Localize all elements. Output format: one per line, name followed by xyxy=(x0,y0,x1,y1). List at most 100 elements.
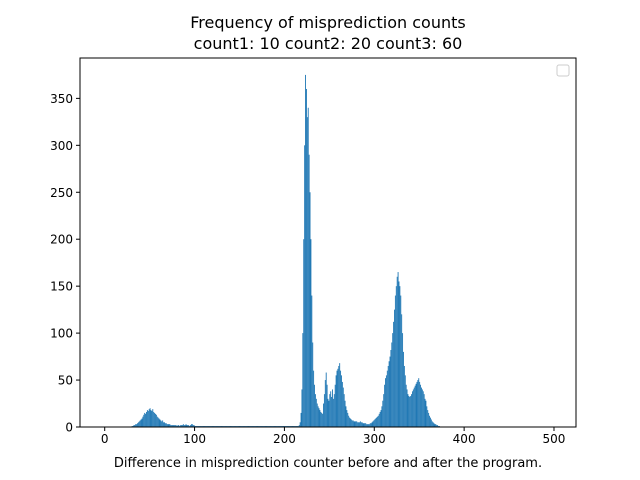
histogram-bar xyxy=(421,387,422,427)
histogram-bar xyxy=(412,391,413,427)
histogram-bar xyxy=(174,425,176,427)
x-tick-label: 400 xyxy=(453,432,476,446)
histogram-bar xyxy=(190,425,191,427)
histogram-bar xyxy=(372,421,374,427)
histogram-bar xyxy=(149,408,151,427)
histogram-bar xyxy=(151,411,153,427)
histogram-bar xyxy=(351,420,353,427)
histogram-bar xyxy=(192,425,194,427)
histogram-bar xyxy=(378,413,380,427)
histogram-bar xyxy=(361,422,363,427)
histogram-bar xyxy=(427,410,429,427)
histogram-bar xyxy=(144,412,146,427)
histogram-bar xyxy=(433,423,435,427)
histogram-bar xyxy=(350,419,352,427)
histogram-bar xyxy=(353,421,355,427)
histogram-bar xyxy=(331,396,333,427)
histogram-bar xyxy=(304,145,306,427)
histogram-bar xyxy=(186,425,188,427)
histogram-bar xyxy=(182,424,184,427)
histogram-bar xyxy=(424,398,426,427)
histogram-bar xyxy=(178,425,180,427)
histogram-bar xyxy=(348,415,350,427)
histogram-bar xyxy=(136,424,138,427)
histogram-bar xyxy=(377,415,379,427)
histogram-bar xyxy=(300,412,302,427)
histogram-bar xyxy=(412,389,414,427)
histogram-bar xyxy=(326,384,328,427)
histogram-bar xyxy=(303,239,305,427)
histogram-bar xyxy=(146,410,148,427)
histogram-bar xyxy=(166,424,168,427)
histogram-bar xyxy=(360,422,362,427)
histogram-bar xyxy=(177,425,179,427)
histogram-bar xyxy=(184,425,186,427)
histogram-bar xyxy=(171,425,173,427)
histogram-bar xyxy=(340,370,342,427)
histogram-bar xyxy=(385,378,386,427)
histogram-bar xyxy=(332,398,334,427)
histogram-bar xyxy=(341,375,342,427)
histogram-bar xyxy=(349,417,351,427)
histogram-bar xyxy=(436,425,438,427)
histogram-bar xyxy=(319,410,321,427)
histogram-bar xyxy=(193,425,195,427)
histogram-bar xyxy=(150,410,152,427)
histogram-bar xyxy=(370,423,372,427)
histogram-bar xyxy=(327,398,329,427)
histogram-bar xyxy=(376,417,377,427)
y-tick-label: 100 xyxy=(50,327,73,341)
histogram-bar xyxy=(161,421,163,427)
histogram-bar xyxy=(403,351,404,427)
histogram-bar xyxy=(301,389,303,427)
histogram-bar xyxy=(191,424,193,427)
histogram-bar xyxy=(160,420,162,427)
histogram-bar xyxy=(387,365,389,427)
histogram-bar xyxy=(148,409,150,427)
histogram-bar xyxy=(376,416,378,427)
histogram-bar xyxy=(154,412,156,427)
histogram-bar xyxy=(413,387,415,427)
histogram-bar xyxy=(420,384,421,427)
histogram-bar xyxy=(335,375,337,427)
x-axis: 0 100 200 300 400 500 xyxy=(101,427,565,446)
histogram-bar xyxy=(311,295,313,427)
axes-frame xyxy=(79,57,577,428)
histogram-bar xyxy=(314,394,316,427)
histogram-bar xyxy=(365,423,367,427)
histogram-bar xyxy=(153,411,155,427)
histogram-bar xyxy=(162,420,164,427)
histogram-bar xyxy=(163,422,165,427)
histogram-bar xyxy=(312,342,314,427)
histogram-bar xyxy=(336,370,338,427)
histogram-bar xyxy=(354,421,356,427)
histogram-bar xyxy=(343,394,345,427)
histogram-bar xyxy=(323,394,325,427)
histogram-bar xyxy=(143,414,145,427)
x-axis-label: Difference in misprediction counter befo… xyxy=(114,456,542,471)
histogram-bar xyxy=(429,417,431,427)
histogram-bar xyxy=(142,416,144,427)
histogram-bar xyxy=(308,154,310,427)
histogram-bar xyxy=(379,411,381,427)
histogram-bar xyxy=(391,342,393,427)
histogram-bar xyxy=(397,272,399,427)
histogram-bar xyxy=(359,422,360,427)
histogram-bar xyxy=(173,425,174,427)
chart-title-line2: count1: 10 count2: 20 count3: 60 xyxy=(194,34,463,53)
y-tick-label: 200 xyxy=(50,233,73,247)
histogram-bar xyxy=(402,333,404,427)
chart-title-line1: Frequency of misprediction counts xyxy=(190,13,465,32)
histogram-bar xyxy=(367,424,369,427)
histogram-bar xyxy=(406,389,408,427)
histogram-bar xyxy=(175,425,177,427)
histogram-bar xyxy=(411,394,413,427)
histogram-bar xyxy=(322,413,324,427)
histogram-bar xyxy=(135,424,137,427)
histogram-bar xyxy=(394,309,395,427)
histogram-bar xyxy=(407,394,409,427)
histogram-bar xyxy=(338,365,340,427)
histogram-bar xyxy=(185,424,187,427)
